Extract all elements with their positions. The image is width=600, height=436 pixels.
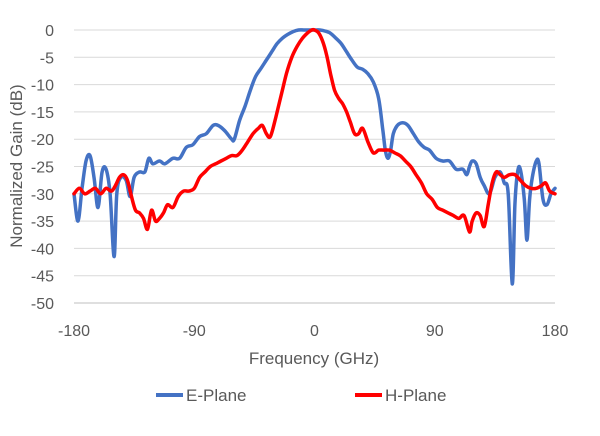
y-axis-title: Normalized Gain (dB)	[7, 84, 26, 247]
y-tick-label: 0	[45, 23, 54, 40]
x-tick-label: 180	[542, 323, 569, 340]
legend-label-h-plane: H-Plane	[385, 386, 446, 405]
y-tick-label: -50	[31, 296, 54, 313]
y-tick-labels: 0 -5 -10 -15 -20 -25 -30 -35 -40 -45 -50	[31, 23, 54, 313]
series-line-e-plane	[72, 28, 557, 286]
x-axis-title: Frequency (GHz)	[249, 349, 379, 368]
legend: E-Plane H-Plane	[156, 386, 446, 405]
legend-label-e-plane: E-Plane	[186, 386, 246, 405]
y-tick-label: -20	[31, 132, 54, 149]
series-lines	[72, 27, 557, 286]
gridlines	[74, 29, 555, 304]
y-tick-label: -25	[31, 160, 54, 177]
y-tick-label: -40	[31, 241, 54, 258]
y-tick-label: -30	[31, 187, 54, 204]
x-tick-labels: -180 -90 0 90 180	[58, 323, 568, 340]
x-tick-label: 90	[426, 323, 444, 340]
y-tick-label: -5	[40, 50, 54, 67]
x-tick-label: 0	[310, 323, 319, 340]
x-tick-label: -180	[58, 323, 90, 340]
y-tick-label: -35	[31, 214, 54, 231]
x-tick-label: -90	[183, 323, 206, 340]
y-tick-label: -15	[31, 105, 54, 122]
series-line-h-plane	[72, 27, 557, 234]
y-tick-label: -10	[31, 78, 54, 95]
y-tick-label: -45	[31, 269, 54, 286]
